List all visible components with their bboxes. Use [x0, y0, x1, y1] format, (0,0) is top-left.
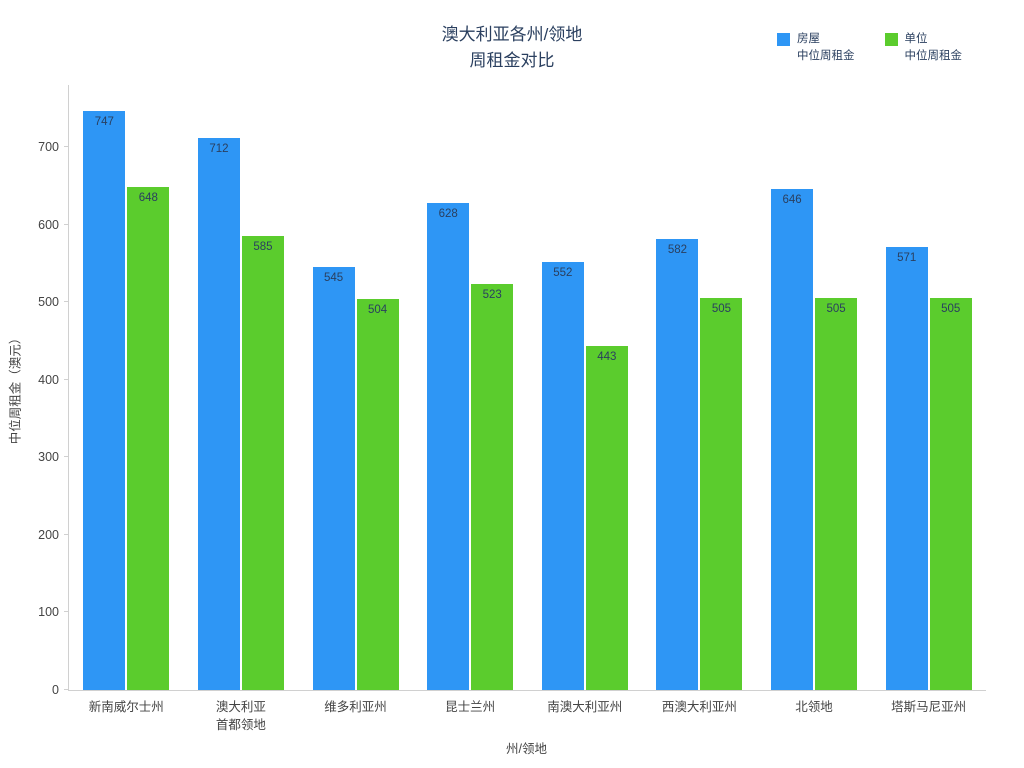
x-tick-label: 西澳大利亚州 — [661, 700, 737, 714]
y-tick-label: 500 — [38, 295, 59, 310]
bar: 628 — [427, 202, 470, 690]
y-tick-label: 600 — [38, 217, 59, 232]
bar-value-label: 747 — [94, 115, 114, 128]
bar-group: 747 648 新南威尔士州 — [69, 85, 184, 714]
bar-groups: 747 648 新南威尔士州 712 585 澳大利亚 首都领地 545 504 维多利亚州 62… — [69, 85, 986, 732]
bar: 585 — [241, 236, 284, 690]
bar: 571 — [885, 247, 928, 690]
legend-swatch-icon — [884, 33, 898, 46]
bar: 552 — [541, 261, 584, 690]
y-tick-mark — [64, 611, 69, 613]
bar-value-label: 628 — [438, 207, 458, 220]
y-tick-mark — [64, 533, 69, 535]
bar-group: 712 585 澳大利亚 首都领地 — [184, 85, 299, 732]
bar: 582 — [656, 238, 699, 690]
y-tick-label: 100 — [38, 605, 59, 620]
bar: 504 — [356, 299, 399, 690]
bar: 646 — [771, 188, 814, 690]
bar-value-label: 712 — [209, 142, 229, 155]
legend-label: 单位 中位周租金 — [904, 33, 963, 63]
bar-group: 552 443 南澳大利亚州 — [528, 85, 643, 714]
bar-value-label: 505 — [826, 303, 846, 316]
y-axis-title: 中位周租金（澳元） — [8, 331, 23, 445]
x-tick-label: 塔斯马尼亚州 — [891, 700, 967, 714]
x-tick-label: 维多利亚州 — [324, 700, 387, 714]
legend-item[interactable]: 房屋 中位周租金 — [777, 31, 855, 66]
bar: 443 — [585, 346, 628, 690]
y-tick-label: 0 — [52, 683, 59, 697]
plot-area: 0 100 200 300 400 500 600 700 747 648 新南威尔士州 712 58… — [38, 85, 986, 732]
bar: 648 — [127, 187, 170, 690]
bar-value-label: 523 — [482, 289, 502, 302]
x-tick-label: 澳大利亚 首都领地 — [215, 700, 266, 732]
y-tick-mark — [64, 378, 69, 380]
y-tick-label: 200 — [38, 527, 59, 542]
bar-group: 582 505 西澳大利亚州 — [642, 85, 757, 714]
bar-value-label: 648 — [138, 192, 158, 205]
legend-swatch-icon — [777, 33, 790, 46]
bar-value-label: 504 — [367, 304, 388, 317]
y-tick-mark — [64, 146, 69, 148]
y-tick-mark — [64, 689, 69, 690]
bar-group: 628 523 昆士兰州 — [413, 85, 528, 714]
bar-value-label: 571 — [897, 252, 917, 265]
bar-value-label: 552 — [553, 266, 573, 279]
bar: 747 — [83, 110, 126, 690]
y-tick-label: 400 — [38, 372, 59, 387]
bar: 505 — [929, 298, 972, 690]
bar-group: 571 505 塔斯马尼亚州 — [871, 85, 986, 714]
y-tick-mark — [64, 223, 69, 225]
bar: 712 — [197, 137, 240, 690]
bar-value-label: 582 — [667, 243, 688, 256]
legend-label: 房屋 中位周租金 — [797, 33, 855, 63]
x-tick-label: 新南威尔士州 — [88, 700, 164, 714]
bar-value-label: 505 — [941, 303, 961, 316]
y-tick-label: 300 — [38, 450, 59, 465]
y-tick-label: 700 — [38, 140, 59, 155]
bar-value-label: 585 — [253, 241, 273, 254]
x-tick-label: 昆士兰州 — [445, 700, 496, 714]
legend: 房屋 中位周租金 单位 中位周租金 — [777, 31, 962, 66]
chart-title: 澳大利亚各州/领地 周租金对比 — [441, 25, 583, 70]
bar-group: 646 505 北领地 — [757, 85, 872, 714]
bar-value-label: 443 — [597, 351, 617, 364]
y-tick-mark — [64, 301, 69, 303]
x-tick-label: 南澳大利亚州 — [547, 700, 623, 714]
bar-value-label: 646 — [782, 193, 802, 206]
x-tick-label: 北领地 — [795, 700, 833, 714]
bar-value-label: 505 — [711, 303, 732, 316]
legend-item[interactable]: 单位 中位周租金 — [884, 31, 963, 66]
bar-value-label: 545 — [323, 272, 344, 285]
bar-group: 545 504 维多利亚州 — [298, 85, 413, 714]
bar: 523 — [471, 284, 514, 690]
bar: 545 — [312, 267, 355, 690]
bar: 505 — [700, 298, 743, 690]
y-tick-mark — [64, 456, 69, 458]
bar: 505 — [815, 298, 858, 690]
x-axis-title: 州/领地 — [506, 742, 547, 756]
